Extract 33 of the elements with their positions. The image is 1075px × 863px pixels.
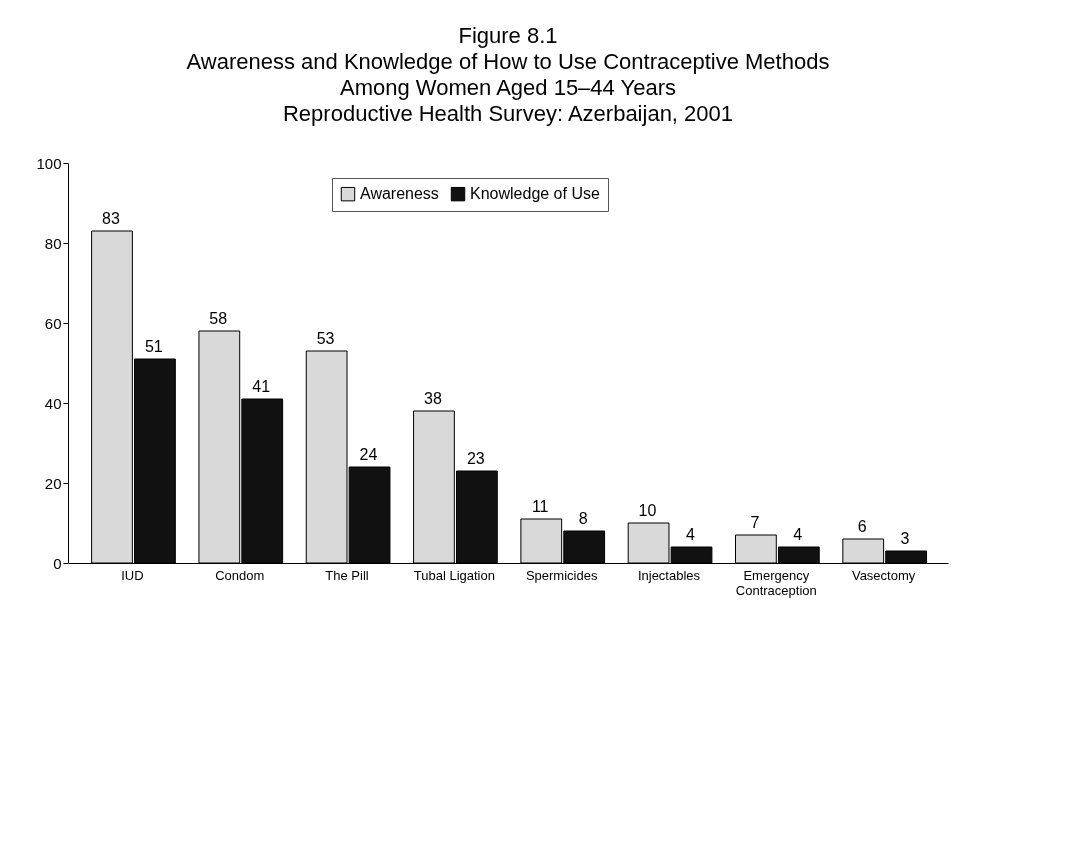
- x-tick-label: The Pill: [325, 567, 369, 583]
- data-label: 10: [638, 502, 657, 519]
- y-tick-label: 20: [44, 474, 62, 492]
- x-tick-label: Injectables: [637, 567, 701, 583]
- data-label: 6: [857, 518, 867, 535]
- x-tick-label: IUD: [121, 567, 144, 583]
- data-label: 23: [466, 450, 485, 467]
- legend-label: Awareness: [360, 185, 439, 203]
- data-label: 11: [531, 498, 549, 515]
- data-label: 3: [900, 530, 910, 547]
- y-tick-label: 80: [44, 234, 62, 252]
- data-label: 51: [144, 338, 163, 355]
- data-label: 58: [209, 310, 228, 327]
- data-label: 4: [793, 526, 803, 543]
- data-label: 7: [750, 514, 760, 531]
- x-tick-label: Emergency Contraception: [735, 567, 817, 598]
- data-label: 83: [102, 210, 120, 227]
- x-tick-label: Spermicides: [525, 567, 598, 583]
- data-label: 53: [316, 330, 335, 347]
- data-label: 24: [359, 446, 378, 463]
- data-label: 38: [423, 390, 442, 407]
- x-tick-label: Tubal Ligation: [413, 567, 495, 583]
- data-label: 41: [252, 378, 271, 395]
- y-tick-label: 60: [44, 314, 62, 332]
- y-tick-label: 100: [36, 154, 62, 172]
- y-tick-label: 40: [44, 394, 62, 412]
- data-label: 8: [578, 510, 588, 527]
- legend-label: Knowledge of Use: [470, 185, 600, 203]
- data-label: 4: [685, 526, 695, 543]
- y-tick-label: 0: [53, 554, 62, 572]
- x-tick-label: Vasectomy: [851, 567, 916, 583]
- x-tick-label: Condom: [215, 567, 265, 583]
- chart-title: Figure 8.1 Awareness and Knowledge of How to Use Contraceptive Methods Among Women Aged 15–44 Years Reproductive Health Survey: Azerbaijan, 2001: [186, 23, 830, 126]
